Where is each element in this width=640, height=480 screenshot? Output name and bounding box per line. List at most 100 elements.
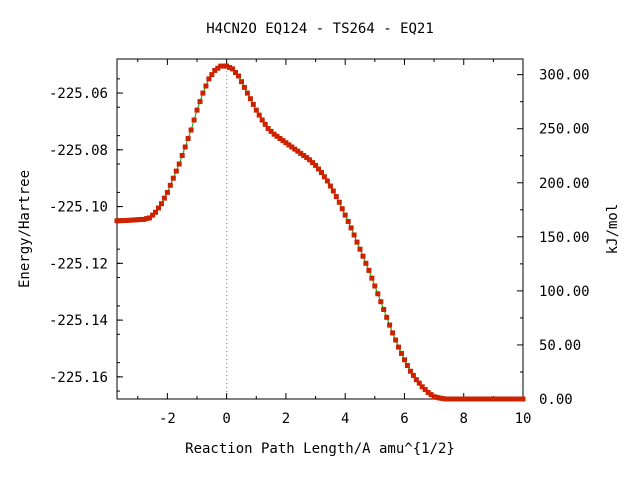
- data-point: [422, 387, 428, 393]
- data-point: [197, 99, 203, 105]
- data-point: [319, 170, 324, 175]
- data-point: [452, 396, 458, 402]
- data-point: [221, 63, 227, 69]
- data-point: [431, 394, 437, 400]
- y2-tick-label: 250.00: [539, 122, 590, 138]
- data-point: [416, 380, 422, 386]
- data-point: [378, 299, 384, 305]
- data-point: [381, 307, 387, 312]
- data-point: [461, 396, 467, 402]
- data-point: [129, 217, 135, 223]
- data-point: [126, 217, 132, 223]
- y-tick-label: -225.12: [49, 256, 108, 272]
- data-point: [484, 396, 490, 402]
- plot-area: -2 0 2 4 6 8 10 -225.06 -225.08 -225.10 -225.12 -22…: [49, 58, 590, 427]
- data-point: [147, 215, 153, 221]
- x-axis-label: Reaction Path Length/A amu^{1/2}: [185, 441, 455, 457]
- data-point: [191, 117, 197, 123]
- data-point: [496, 396, 502, 402]
- data-point: [458, 396, 464, 402]
- data-point: [369, 275, 375, 281]
- data-point: [342, 212, 348, 218]
- data-point: [387, 322, 393, 328]
- plot-frame: [116, 58, 524, 400]
- x-tick-label: 2: [282, 411, 290, 427]
- data-point: [256, 112, 262, 118]
- x-tick-label: 0: [222, 411, 230, 427]
- data-point: [360, 253, 366, 259]
- data-point: [120, 218, 126, 224]
- data-point: [244, 90, 250, 96]
- data-point: [310, 160, 316, 166]
- data-point: [123, 218, 129, 223]
- data-point: [354, 239, 360, 245]
- y2-tick-label: 300.00: [539, 68, 590, 84]
- data-point: [434, 394, 440, 400]
- data-point: [259, 117, 265, 123]
- data-point: [265, 126, 271, 131]
- data-point: [227, 65, 233, 70]
- data-point: [212, 67, 218, 73]
- data-point: [413, 377, 419, 383]
- data-point: [482, 396, 487, 402]
- data-point: [167, 182, 173, 188]
- data-point: [502, 396, 508, 402]
- y-tick-label: -225.06: [49, 86, 108, 102]
- data-point: [514, 396, 520, 402]
- data-point: [402, 357, 407, 363]
- y2-axis-label: kJ/mol: [605, 204, 621, 255]
- data-point: [194, 107, 200, 113]
- data-point: [336, 199, 342, 205]
- data-point: [313, 162, 319, 168]
- data-point: [176, 161, 182, 167]
- data-point: [455, 396, 461, 402]
- x-tick-label: -2: [159, 411, 176, 427]
- data-point: [449, 396, 455, 402]
- data-point: [233, 70, 238, 75]
- data-point: [437, 395, 443, 401]
- data-point: [333, 194, 339, 200]
- x-tick-label: 4: [341, 411, 349, 427]
- data-point: [351, 232, 357, 238]
- data-point: [493, 396, 499, 402]
- data-point: [144, 216, 150, 222]
- data-point: [316, 166, 321, 172]
- data-point: [292, 146, 298, 152]
- data-point: [301, 153, 307, 158]
- data-point: [479, 396, 484, 402]
- data-point: [399, 350, 404, 356]
- data-point: [363, 260, 369, 266]
- data-point: [339, 206, 345, 212]
- y2-tick-label: 0.00: [539, 392, 573, 408]
- data-point: [440, 396, 446, 402]
- data-point: [473, 396, 479, 402]
- data-point: [161, 195, 167, 201]
- data-point: [470, 396, 476, 402]
- data-point: [239, 79, 244, 85]
- data-point: [410, 372, 416, 378]
- data-point: [321, 174, 327, 180]
- data-point: [487, 396, 493, 402]
- data-point: [286, 142, 292, 148]
- data-point: [170, 175, 176, 181]
- data-point: [307, 157, 313, 163]
- data-point: [443, 396, 449, 402]
- data-point: [508, 396, 514, 402]
- data-point: [141, 216, 147, 222]
- data-point: [156, 205, 161, 211]
- data-point: [271, 131, 277, 137]
- data-point: [425, 390, 431, 395]
- data-point: [132, 217, 138, 223]
- data-point: [224, 63, 230, 69]
- data-point: [393, 337, 399, 343]
- data-point: [324, 178, 330, 184]
- data-point: [357, 246, 363, 252]
- data-point: [446, 396, 452, 402]
- data-point: [203, 83, 209, 89]
- energy-series-line: [116, 65, 523, 400]
- data-point: [304, 155, 310, 161]
- data-point: [464, 396, 470, 402]
- data-point: [153, 209, 158, 215]
- data-point: [218, 63, 224, 69]
- data-point: [404, 363, 410, 368]
